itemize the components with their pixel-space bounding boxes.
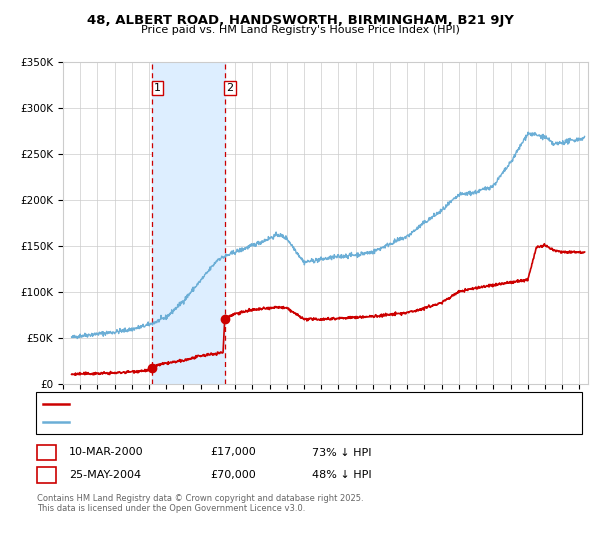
Text: 2: 2 <box>226 83 233 93</box>
Text: 48, ALBERT ROAD, HANDSWORTH, BIRMINGHAM, B21 9JY (semi-detached house): 48, ALBERT ROAD, HANDSWORTH, BIRMINGHAM,… <box>74 399 470 409</box>
Text: 1: 1 <box>154 83 161 93</box>
Text: Price paid vs. HM Land Registry's House Price Index (HPI): Price paid vs. HM Land Registry's House … <box>140 25 460 35</box>
Text: Contains HM Land Registry data © Crown copyright and database right 2025.
This d: Contains HM Land Registry data © Crown c… <box>37 494 364 514</box>
Text: 25-MAY-2004: 25-MAY-2004 <box>69 470 141 480</box>
Text: 10-MAR-2000: 10-MAR-2000 <box>69 447 143 458</box>
Text: £17,000: £17,000 <box>210 447 256 458</box>
Text: HPI: Average price, semi-detached house, Birmingham: HPI: Average price, semi-detached house,… <box>74 417 341 427</box>
Text: 48, ALBERT ROAD, HANDSWORTH, BIRMINGHAM, B21 9JY: 48, ALBERT ROAD, HANDSWORTH, BIRMINGHAM,… <box>86 14 514 27</box>
Text: 1: 1 <box>43 447 50 458</box>
Text: 2: 2 <box>43 470 50 480</box>
Text: £70,000: £70,000 <box>210 470 256 480</box>
Text: 73% ↓ HPI: 73% ↓ HPI <box>312 447 371 458</box>
Bar <box>152 62 224 384</box>
Text: 48% ↓ HPI: 48% ↓ HPI <box>312 470 371 480</box>
